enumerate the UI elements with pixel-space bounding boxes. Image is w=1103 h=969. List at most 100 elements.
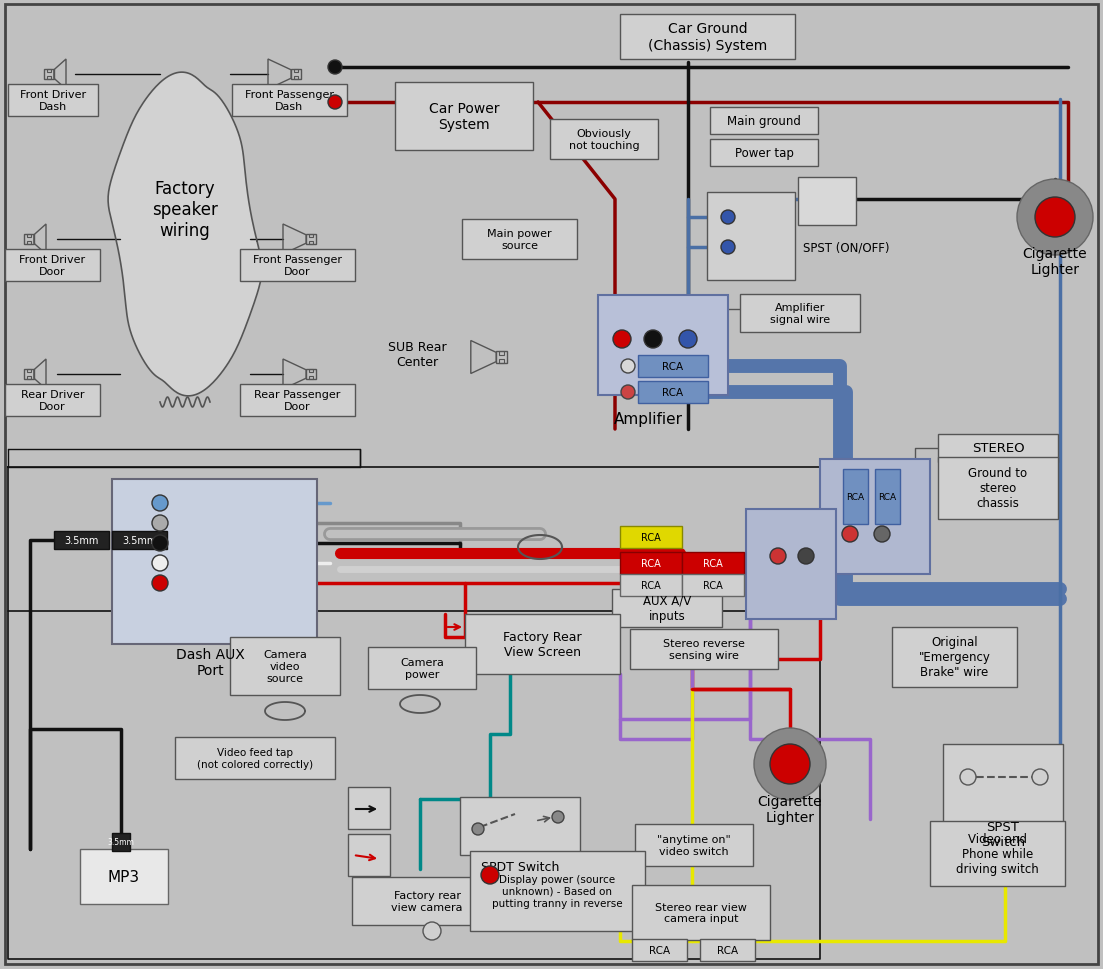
- Bar: [930, 821, 1065, 886]
- Text: Car Ground
(Chassis) System: Car Ground (Chassis) System: [647, 22, 767, 52]
- Text: RCA: RCA: [641, 532, 661, 543]
- Circle shape: [1035, 198, 1075, 237]
- Circle shape: [679, 330, 697, 349]
- Text: Amplifier
signal wire: Amplifier signal wire: [770, 303, 831, 325]
- Bar: [6, 250, 100, 282]
- Bar: [550, 120, 658, 160]
- Text: Camera
power: Camera power: [400, 658, 443, 679]
- Bar: [620, 526, 682, 548]
- Bar: [943, 744, 1063, 822]
- Bar: [368, 647, 476, 689]
- Bar: [638, 382, 708, 403]
- Circle shape: [1032, 769, 1048, 785]
- Circle shape: [754, 729, 826, 800]
- Text: Dash AUX
Port: Dash AUX Port: [175, 647, 245, 677]
- Text: Main power
source: Main power source: [488, 229, 552, 251]
- Circle shape: [770, 548, 786, 564]
- Bar: [632, 939, 687, 961]
- Bar: [635, 825, 753, 866]
- Bar: [620, 15, 795, 60]
- Text: RCA: RCA: [703, 580, 722, 590]
- Circle shape: [152, 516, 168, 531]
- Bar: [240, 385, 355, 417]
- Text: Ground to
stereo
chassis: Ground to stereo chassis: [968, 467, 1028, 510]
- Text: Video and
Phone while
driving switch: Video and Phone while driving switch: [956, 832, 1039, 875]
- Text: Rear Passenger
Door: Rear Passenger Door: [255, 390, 341, 412]
- Circle shape: [152, 555, 168, 572]
- Bar: [240, 250, 355, 282]
- Text: SPDT Switch: SPDT Switch: [481, 860, 559, 874]
- Bar: [462, 220, 577, 260]
- Text: RCA: RCA: [703, 558, 722, 569]
- Bar: [892, 627, 1017, 687]
- Text: Obviously
not touching: Obviously not touching: [569, 129, 640, 150]
- Bar: [349, 834, 390, 876]
- Circle shape: [552, 811, 564, 823]
- Circle shape: [422, 922, 441, 940]
- Bar: [820, 459, 930, 575]
- Text: Car Power
System: Car Power System: [429, 102, 500, 132]
- Bar: [630, 629, 778, 670]
- Text: 3.5mm: 3.5mm: [122, 536, 157, 546]
- Text: Factory rear
view camera: Factory rear view camera: [392, 891, 463, 912]
- Text: MP3: MP3: [108, 869, 140, 884]
- Text: Front Driver
Door: Front Driver Door: [20, 255, 86, 276]
- Circle shape: [874, 526, 890, 543]
- Bar: [620, 575, 682, 596]
- Bar: [232, 85, 347, 117]
- Bar: [6, 385, 100, 417]
- Bar: [843, 470, 868, 524]
- Bar: [54, 531, 109, 549]
- Text: SUB Rear
Center: SUB Rear Center: [388, 341, 447, 368]
- Bar: [231, 638, 340, 696]
- Bar: [682, 575, 745, 596]
- Circle shape: [797, 548, 814, 564]
- Text: Stereo rear view
camera input: Stereo rear view camera input: [655, 902, 747, 923]
- Circle shape: [481, 866, 499, 884]
- Bar: [113, 531, 167, 549]
- Circle shape: [644, 330, 662, 349]
- Circle shape: [721, 240, 735, 255]
- Text: AUX A/V
inputs: AUX A/V inputs: [643, 594, 692, 622]
- Text: Main ground: Main ground: [727, 115, 801, 128]
- Bar: [470, 851, 645, 931]
- Bar: [349, 787, 390, 829]
- Bar: [746, 510, 836, 619]
- Text: Power tap: Power tap: [735, 147, 793, 160]
- Text: RCA: RCA: [641, 558, 661, 569]
- Text: RCA: RCA: [878, 492, 897, 502]
- Bar: [875, 470, 900, 524]
- Bar: [598, 296, 728, 395]
- Text: Cigarette
Lighter: Cigarette Lighter: [1022, 247, 1088, 277]
- Text: Factory
speaker
wiring: Factory speaker wiring: [152, 180, 218, 239]
- Bar: [682, 552, 745, 575]
- Text: Original
"Emergency
Brake" wire: Original "Emergency Brake" wire: [919, 636, 990, 679]
- Text: SPST
Switch: SPST Switch: [981, 820, 1025, 848]
- Bar: [81, 849, 168, 904]
- Text: Amplifier: Amplifier: [613, 412, 683, 427]
- Bar: [113, 480, 317, 644]
- Text: Display power (source
unknown) - Based on
putting tranny in reverse: Display power (source unknown) - Based o…: [492, 874, 623, 908]
- Text: RCA: RCA: [717, 945, 738, 955]
- Bar: [352, 877, 502, 925]
- Text: RCA: RCA: [663, 361, 684, 372]
- Text: Front Passenger
Dash: Front Passenger Dash: [245, 90, 334, 111]
- Text: SPST (ON/OFF): SPST (ON/OFF): [803, 241, 889, 254]
- Text: RCA: RCA: [846, 492, 865, 502]
- Bar: [175, 737, 335, 779]
- Text: Front Passenger
Door: Front Passenger Door: [253, 255, 342, 276]
- Bar: [465, 614, 620, 674]
- Bar: [113, 833, 130, 851]
- Bar: [938, 434, 1058, 462]
- Bar: [710, 140, 818, 167]
- Circle shape: [328, 96, 342, 109]
- Circle shape: [621, 386, 635, 399]
- Bar: [938, 457, 1058, 519]
- Circle shape: [152, 576, 168, 591]
- Bar: [8, 85, 98, 117]
- Circle shape: [472, 823, 484, 835]
- Bar: [620, 552, 682, 575]
- Text: Factory Rear
View Screen: Factory Rear View Screen: [503, 631, 581, 658]
- Bar: [612, 589, 722, 627]
- Bar: [632, 885, 770, 940]
